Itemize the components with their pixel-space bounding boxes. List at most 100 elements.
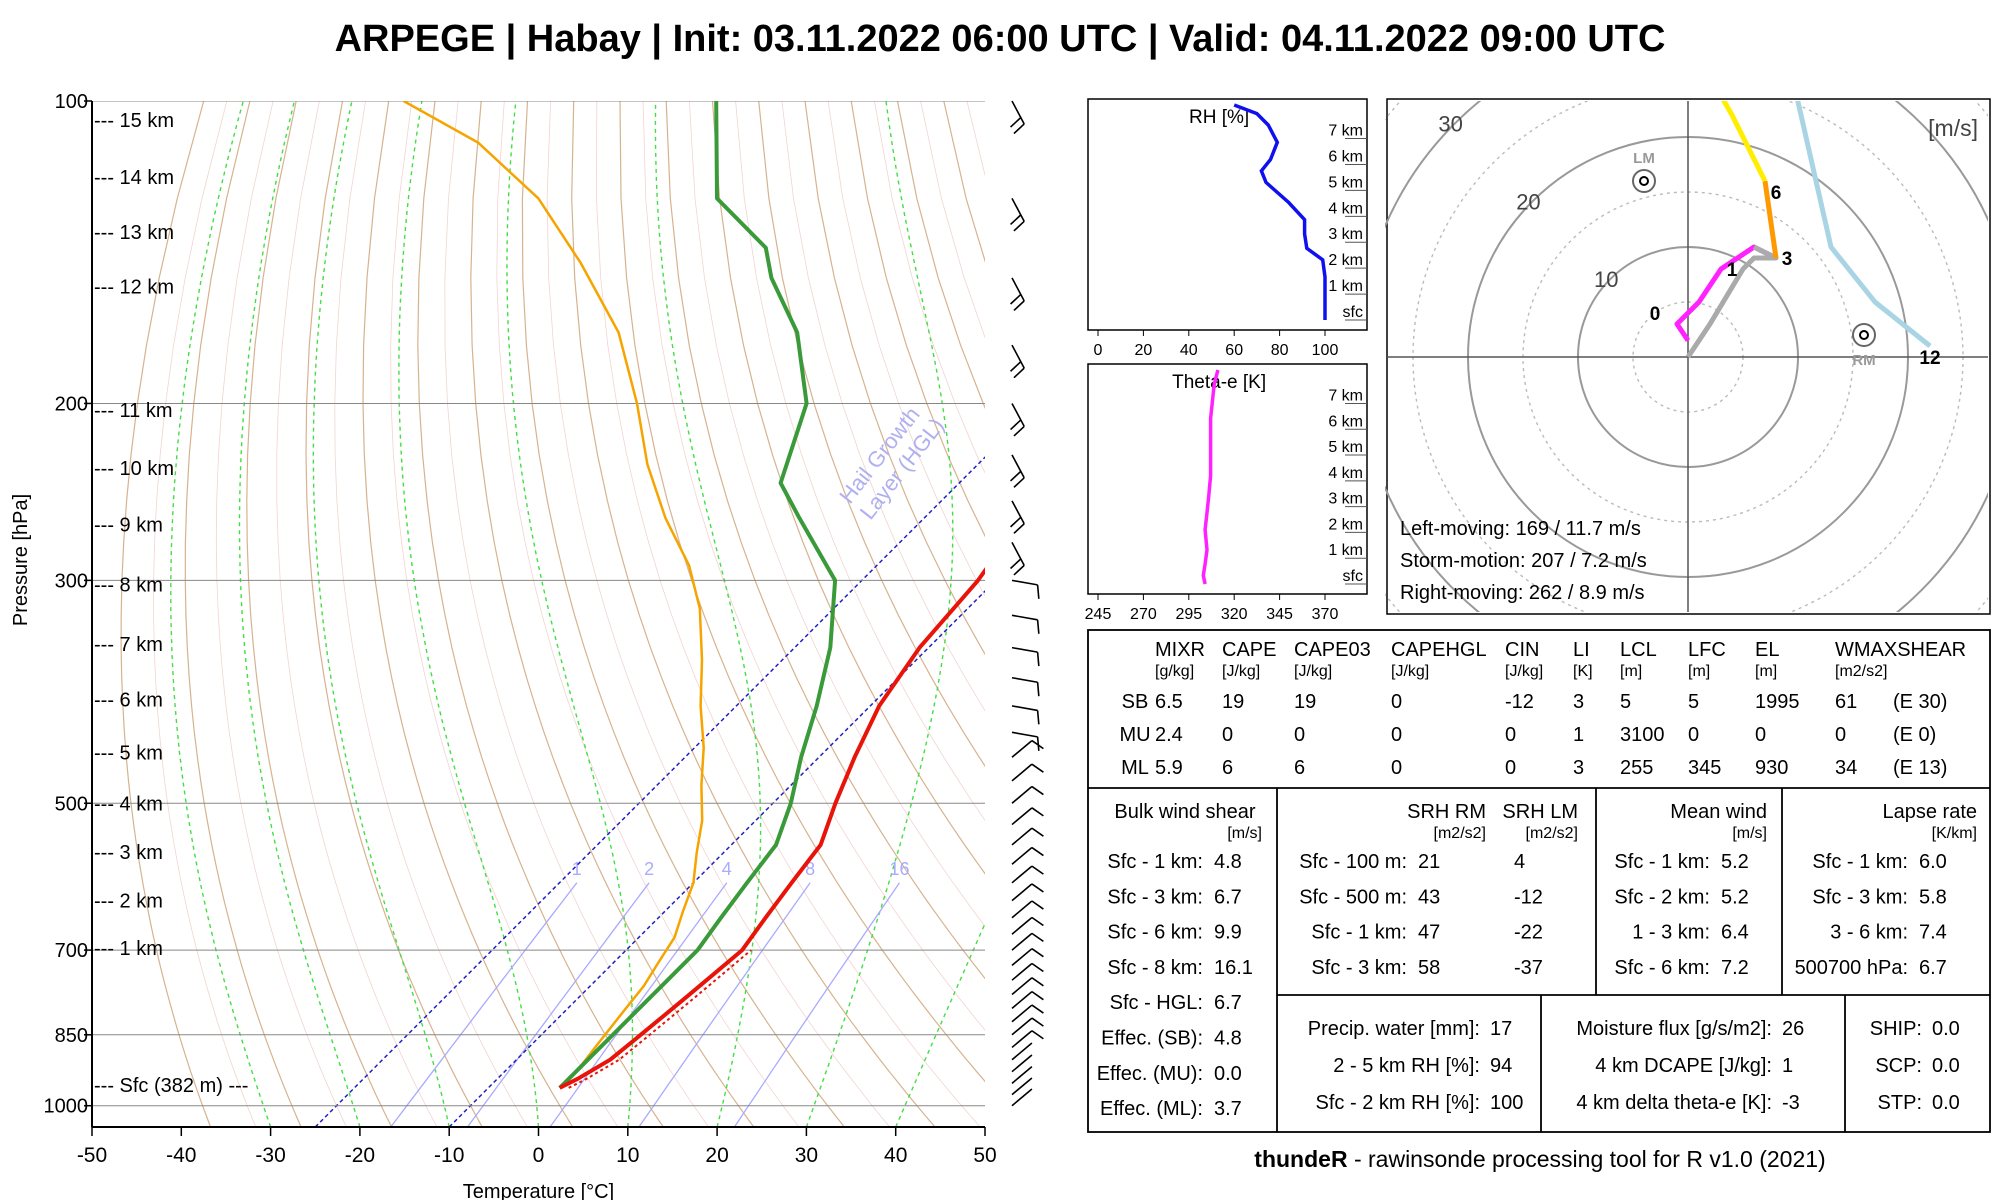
barb-flag [1031, 962, 1044, 973]
wind-barb [1011, 977, 1044, 996]
param-value: 5 [1688, 691, 1699, 713]
dry-adiabat-minor [276, 101, 438, 1127]
barb-staff [1011, 500, 1025, 525]
x-tick-label: -20 [345, 1144, 375, 1167]
moisture-label: Moisture flux [g/s/m2]: [1576, 1018, 1772, 1040]
x-tick-label: 295 [1175, 606, 1202, 623]
param-unit: [m] [1620, 663, 1642, 680]
moisture-value: 26 [1782, 1018, 1804, 1040]
wind-barb [1011, 916, 1044, 935]
storm-marker-dot [1639, 176, 1649, 186]
x-tick-label: 345 [1266, 606, 1293, 623]
wind-barb [1011, 731, 1040, 751]
barb-flag [1036, 736, 1040, 751]
param-unit: [K] [1573, 663, 1593, 680]
barb-flag [1031, 990, 1044, 1001]
barb-flag [1031, 1030, 1044, 1040]
wind-barb [1011, 646, 1040, 667]
barb-flag [1010, 361, 1022, 372]
hodograph-segment [1685, 244, 1779, 359]
param-value: 0 [1391, 724, 1402, 746]
height-label: 3 km [1328, 491, 1363, 508]
dry-adiabat [521, 101, 845, 1127]
bulk-value: 6.7 [1214, 886, 1242, 908]
lapse-label: Sfc - 3 km: [1812, 886, 1908, 908]
mean-value: 5.2 [1721, 886, 1749, 908]
dry-adiabat-minor [153, 101, 257, 1127]
lapse-label: 500700 hPa: [1795, 957, 1908, 979]
barb-staff [1011, 403, 1025, 427]
dry-adiabat [850, 101, 985, 538]
wind-barb [1011, 807, 1044, 826]
param-value: 5 [1620, 691, 1631, 713]
skew-t-profiles [402, 101, 985, 1090]
mixing-ratio-label: 2 [644, 859, 654, 879]
barb-staff [1011, 865, 1033, 884]
dry-adiabat-minor [444, 101, 709, 1127]
y-tick-label: 500 [55, 793, 88, 815]
barb-staff [1011, 614, 1038, 621]
barb-flag [1013, 477, 1025, 488]
y-tick-label: 200 [55, 393, 88, 415]
bulk-label: Effec. (ML): [1100, 1098, 1203, 1120]
storm-marker-dot [1859, 330, 1869, 340]
x-tick-label: 80 [1271, 342, 1289, 359]
wind-barb [1011, 962, 1044, 981]
barb-flag [1013, 300, 1025, 312]
barb-staff [1011, 1017, 1033, 1036]
height-label: 6 km [1328, 148, 1363, 165]
srh-rm-value: 58 [1418, 957, 1440, 979]
speed-ring [1193, 0, 2000, 852]
param-value: 0 [1688, 724, 1699, 746]
param-value: 1995 [1755, 691, 1800, 713]
hodograph-point-label: 6 [1771, 183, 1782, 204]
x-tick-label: 30 [795, 1144, 818, 1167]
param-header: WMAXSHEAR [1835, 639, 1966, 661]
barb-staff [1011, 932, 1033, 951]
panel-frame [1087, 98, 1368, 331]
barb-flag [1013, 123, 1025, 135]
barb-flag [1010, 516, 1022, 528]
parcel-line [402, 101, 705, 1089]
wind-barb [1011, 883, 1044, 902]
moisture-value: 94 [1490, 1055, 1512, 1077]
param-value: 0 [1835, 724, 1846, 746]
x-tick-label: 0 [1094, 342, 1103, 359]
dry-adiabat-minor [689, 101, 985, 927]
wind-barb [1011, 990, 1044, 1009]
height-label: --- 3 km [94, 842, 163, 864]
hodograph-point-label: 1 [1727, 260, 1738, 281]
hodograph-point-label: 12 [1919, 348, 1940, 369]
srh-lm-value: 4 [1514, 851, 1525, 873]
srh-rm-value: 21 [1418, 851, 1440, 873]
y-tick-label: 1000 [44, 1096, 89, 1118]
height-label: --- 1 km [94, 938, 163, 960]
mean-unit: [m/s] [1732, 825, 1767, 842]
footer-brand: thundeR [1254, 1146, 1348, 1172]
height-label: 7 km [1328, 387, 1363, 404]
barb-staff [1011, 197, 1025, 222]
barb-flag [1031, 785, 1044, 796]
moisture-label: 4 km delta theta-e [K]: [1576, 1092, 1772, 1114]
panel-title: RH [%] [1189, 107, 1249, 128]
param-value: 3 [1573, 757, 1584, 779]
barb-flag [1031, 977, 1044, 987]
moisture-label: Sfc - 2 km RH [%]: [1316, 1092, 1480, 1114]
bulk-label: Sfc - 1 km: [1107, 851, 1203, 873]
hgl-isotherm [314, 456, 985, 1127]
param-value: -12 [1505, 691, 1534, 713]
srh-unit: [m2/s2] [1526, 825, 1578, 842]
mean-label: Sfc - 2 km: [1614, 886, 1710, 908]
height-label: 6 km [1328, 413, 1363, 430]
panel-frame [1087, 363, 1368, 595]
param-header: EL [1755, 639, 1779, 661]
temperature-line [558, 567, 985, 1090]
param-header: LCL [1620, 639, 1657, 661]
bulk-label: Effec. (MU): [1097, 1063, 1203, 1085]
barb-flag [1031, 739, 1044, 750]
x-tick-label: -10 [434, 1144, 464, 1167]
wind-barb [1011, 865, 1044, 884]
hgl-isotherm [448, 590, 985, 1127]
wind-barb [1011, 785, 1044, 804]
